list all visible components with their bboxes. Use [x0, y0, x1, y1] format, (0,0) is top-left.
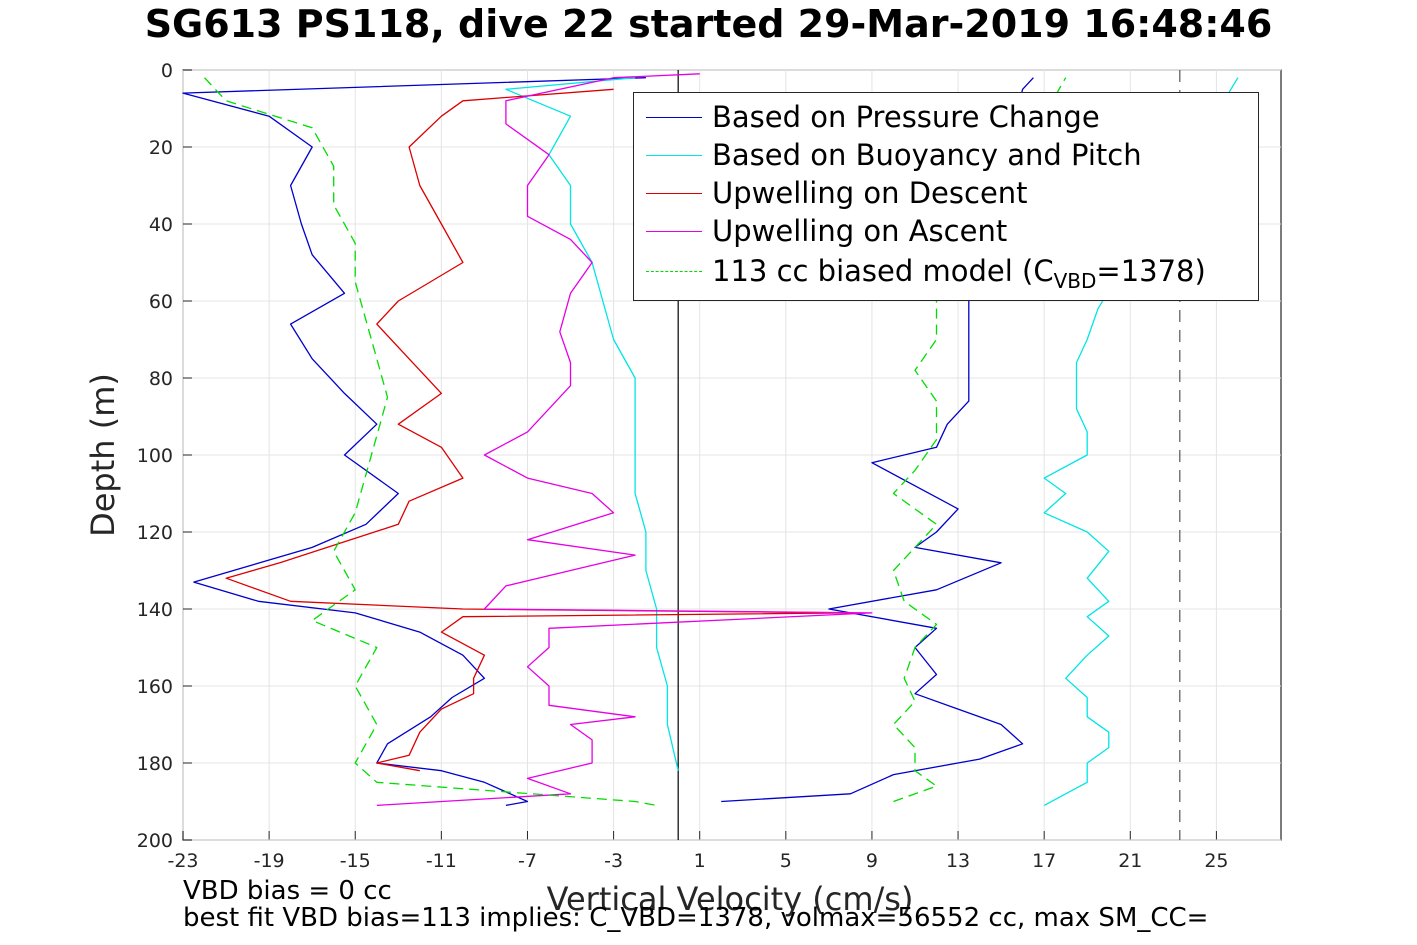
x-tick-label: -7 — [518, 850, 537, 872]
legend-item-buoyancy: Based on Buoyancy and Pitch — [634, 136, 1258, 174]
series-line-1-descent — [505, 77, 679, 771]
y-tick-label: 120 — [137, 522, 173, 544]
series-line-2-descent — [225, 88, 852, 772]
legend-item-biased-model: 113 cc biased model (CVBD=1378) — [634, 252, 1258, 293]
y-tick-labels: 0 20 40 60 80 100 120 140 160 180 200 — [137, 60, 173, 852]
y-tick-label: 160 — [137, 676, 173, 698]
legend-label-upwelling-ascent: Upwelling on Ascent — [712, 214, 1008, 248]
x-tick-label: -23 — [167, 850, 198, 872]
legend-label-biased-sub: VBD — [1053, 268, 1097, 293]
x-tick-label: 1 — [694, 850, 706, 872]
legend-swatch-upwelling-descent — [646, 193, 702, 194]
chart-title: SG613 PS118, dive 22 started 29-Mar-2019… — [144, 2, 1273, 46]
x-tick-label: -11 — [426, 850, 457, 872]
series-line-4-ascent — [892, 77, 1067, 803]
y-axis-label: Depth (m) — [84, 373, 122, 537]
y-tick-label: 140 — [137, 599, 173, 621]
y-tick-label: 20 — [149, 137, 173, 159]
series-line-1-ascent — [1043, 77, 1239, 806]
y-tick-label: 60 — [149, 291, 173, 313]
legend-label-biased-main: 113 cc biased model (C — [712, 254, 1054, 288]
legend-label-buoyancy: Based on Buoyancy and Pitch — [712, 138, 1142, 172]
x-axis-label: Vertical Velocity (cm/s) — [546, 880, 914, 918]
y-tick-label: 180 — [137, 753, 173, 775]
legend-item-upwelling-descent: Upwelling on Descent — [634, 174, 1258, 212]
legend: Based on Pressure Change Based on Buoyan… — [633, 92, 1259, 301]
x-tick-label: 9 — [866, 850, 878, 872]
series-line-0-ascent — [721, 77, 1034, 803]
x-tick-label: 25 — [1204, 850, 1228, 872]
y-tick-label: 40 — [149, 214, 173, 236]
y-tick-label: 80 — [149, 368, 173, 390]
x-tick-labels: -23 -19 -15 -11 -7 -3 1 5 9 13 17 21 25 — [167, 850, 1228, 872]
y-tick-label: 200 — [137, 830, 173, 852]
legend-label-upwelling-descent: Upwelling on Descent — [712, 176, 1028, 210]
legend-label-biased-model: 113 cc biased model (CVBD=1378) — [712, 252, 1206, 300]
series-lines — [182, 73, 1239, 807]
series-line-3-ascent — [376, 73, 873, 807]
legend-item-upwelling-ascent: Upwelling on Ascent — [634, 212, 1258, 250]
x-tick-label: 21 — [1118, 850, 1142, 872]
legend-swatch-biased-model — [646, 271, 702, 272]
series-line-0-descent — [182, 77, 646, 807]
legend-swatch-pressure — [646, 117, 702, 118]
legend-swatch-upwelling-ascent — [646, 231, 702, 232]
legend-label-biased-end: =1378) — [1096, 254, 1206, 288]
vbd-bias-note: VBD bias = 0 cc — [183, 876, 392, 906]
x-tick-label: -15 — [340, 850, 371, 872]
legend-swatch-buoyancy — [646, 155, 702, 156]
best-fit-note: best fit VBD bias=113 implies: C_VBD=137… — [183, 903, 1209, 933]
x-tick-label: -3 — [604, 850, 623, 872]
x-tick-label: 13 — [946, 850, 970, 872]
y-tick-label: 0 — [161, 60, 173, 82]
x-tick-label: 5 — [780, 850, 792, 872]
y-tick-label: 100 — [137, 445, 173, 467]
series-line-4-descent — [204, 77, 657, 807]
legend-label-pressure: Based on Pressure Change — [712, 100, 1100, 134]
x-tick-label: -19 — [254, 850, 285, 872]
x-tick-label: 17 — [1032, 850, 1056, 872]
legend-item-pressure: Based on Pressure Change — [634, 98, 1258, 136]
